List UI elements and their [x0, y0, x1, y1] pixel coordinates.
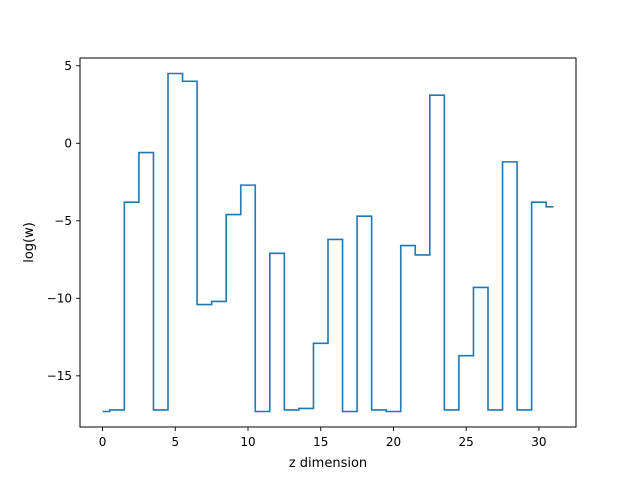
y-axis-label: log(w) [22, 222, 37, 263]
y-tick-label: 0 [64, 136, 72, 150]
x-tick-label: 20 [386, 435, 401, 449]
y-axis-ticks: 5 0 −5 −10 −15 [47, 59, 80, 383]
x-tick-label: 0 [99, 435, 107, 449]
x-axis-ticks: 0 5 10 15 20 25 30 [99, 427, 547, 449]
y-tick-label: −15 [47, 369, 72, 383]
y-tick-label: 5 [64, 59, 72, 73]
x-tick-label: 25 [459, 435, 474, 449]
series-line-0 [102, 72, 554, 413]
plot-area [102, 72, 554, 413]
y-tick-label: −5 [54, 214, 72, 228]
y-tick-label: −10 [47, 291, 72, 305]
x-tick-label: 30 [531, 435, 546, 449]
axes-frame [79, 57, 577, 428]
x-tick-label: 15 [313, 435, 328, 449]
x-tick-label: 10 [240, 435, 255, 449]
x-axis-label: z dimension [289, 456, 367, 471]
x-tick-label: 5 [171, 435, 179, 449]
